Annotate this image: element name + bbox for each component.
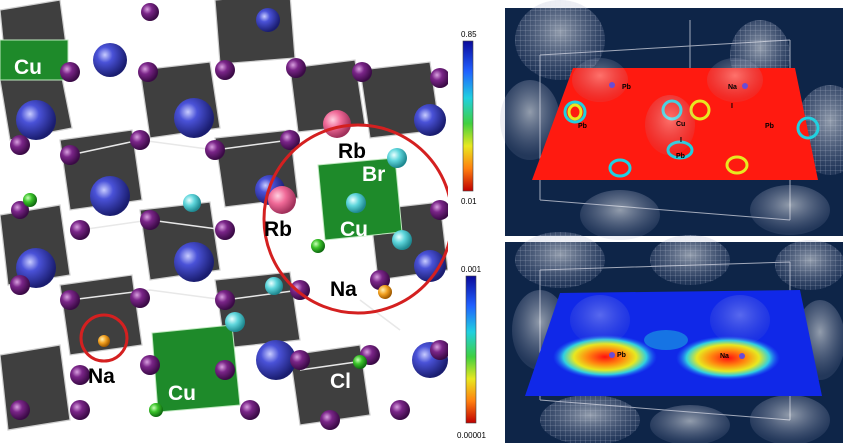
label-i-2: I: [680, 137, 682, 144]
label-pb-right: Pb: [765, 123, 774, 130]
label-na-right: Na: [330, 278, 357, 301]
na-atoms: [98, 285, 392, 347]
density-panel-top: Pb Na Pb Cu Pb Pb I I: [500, 0, 843, 240]
highlight-circle-small: [79, 313, 129, 363]
label-cu-top: Cu: [14, 56, 42, 79]
label-cu-bottom: Cu: [168, 382, 196, 405]
label-pb-left: Pb: [578, 123, 587, 130]
label-i-1: I: [731, 103, 733, 110]
label-cu-panel: Cu: [676, 121, 685, 128]
label-cl: Cl: [330, 370, 351, 393]
rb-atoms: [268, 110, 351, 214]
label-na-bottom: Na: [720, 353, 729, 360]
label-rb-left: Rb: [264, 218, 292, 241]
colorbar-top-max: 0.85: [461, 30, 477, 39]
colorbar-bottom: 0.001 0.00001: [457, 265, 486, 440]
label-rb-upper: Rb: [338, 140, 366, 163]
label-pb-1: Pb: [622, 84, 631, 91]
anion-atoms: [10, 3, 448, 430]
crystal-structure: Cu Rb Br Rb Cu Na Na Cu Cl: [0, 0, 448, 431]
label-pb-bottom: Pb: [617, 352, 626, 359]
highlight-circle-large: [262, 123, 448, 315]
colorbar-top-min: 0.01: [461, 197, 477, 206]
colorbar-top: 0.85 0.01: [461, 30, 477, 206]
colorbar-bottom-max: 0.001: [461, 265, 482, 274]
cl-atoms: [23, 193, 367, 417]
colorbar-bottom-min: 0.00001: [457, 431, 486, 440]
label-br: Br: [362, 163, 385, 186]
label-cu-center: Cu: [340, 218, 368, 241]
density-panel-bottom: Pb Na: [505, 232, 843, 443]
label-na-left: Na: [88, 365, 115, 388]
label-pb-low: Pb: [676, 153, 685, 160]
br-atoms: [183, 148, 412, 332]
label-na-top: Na: [728, 84, 737, 91]
